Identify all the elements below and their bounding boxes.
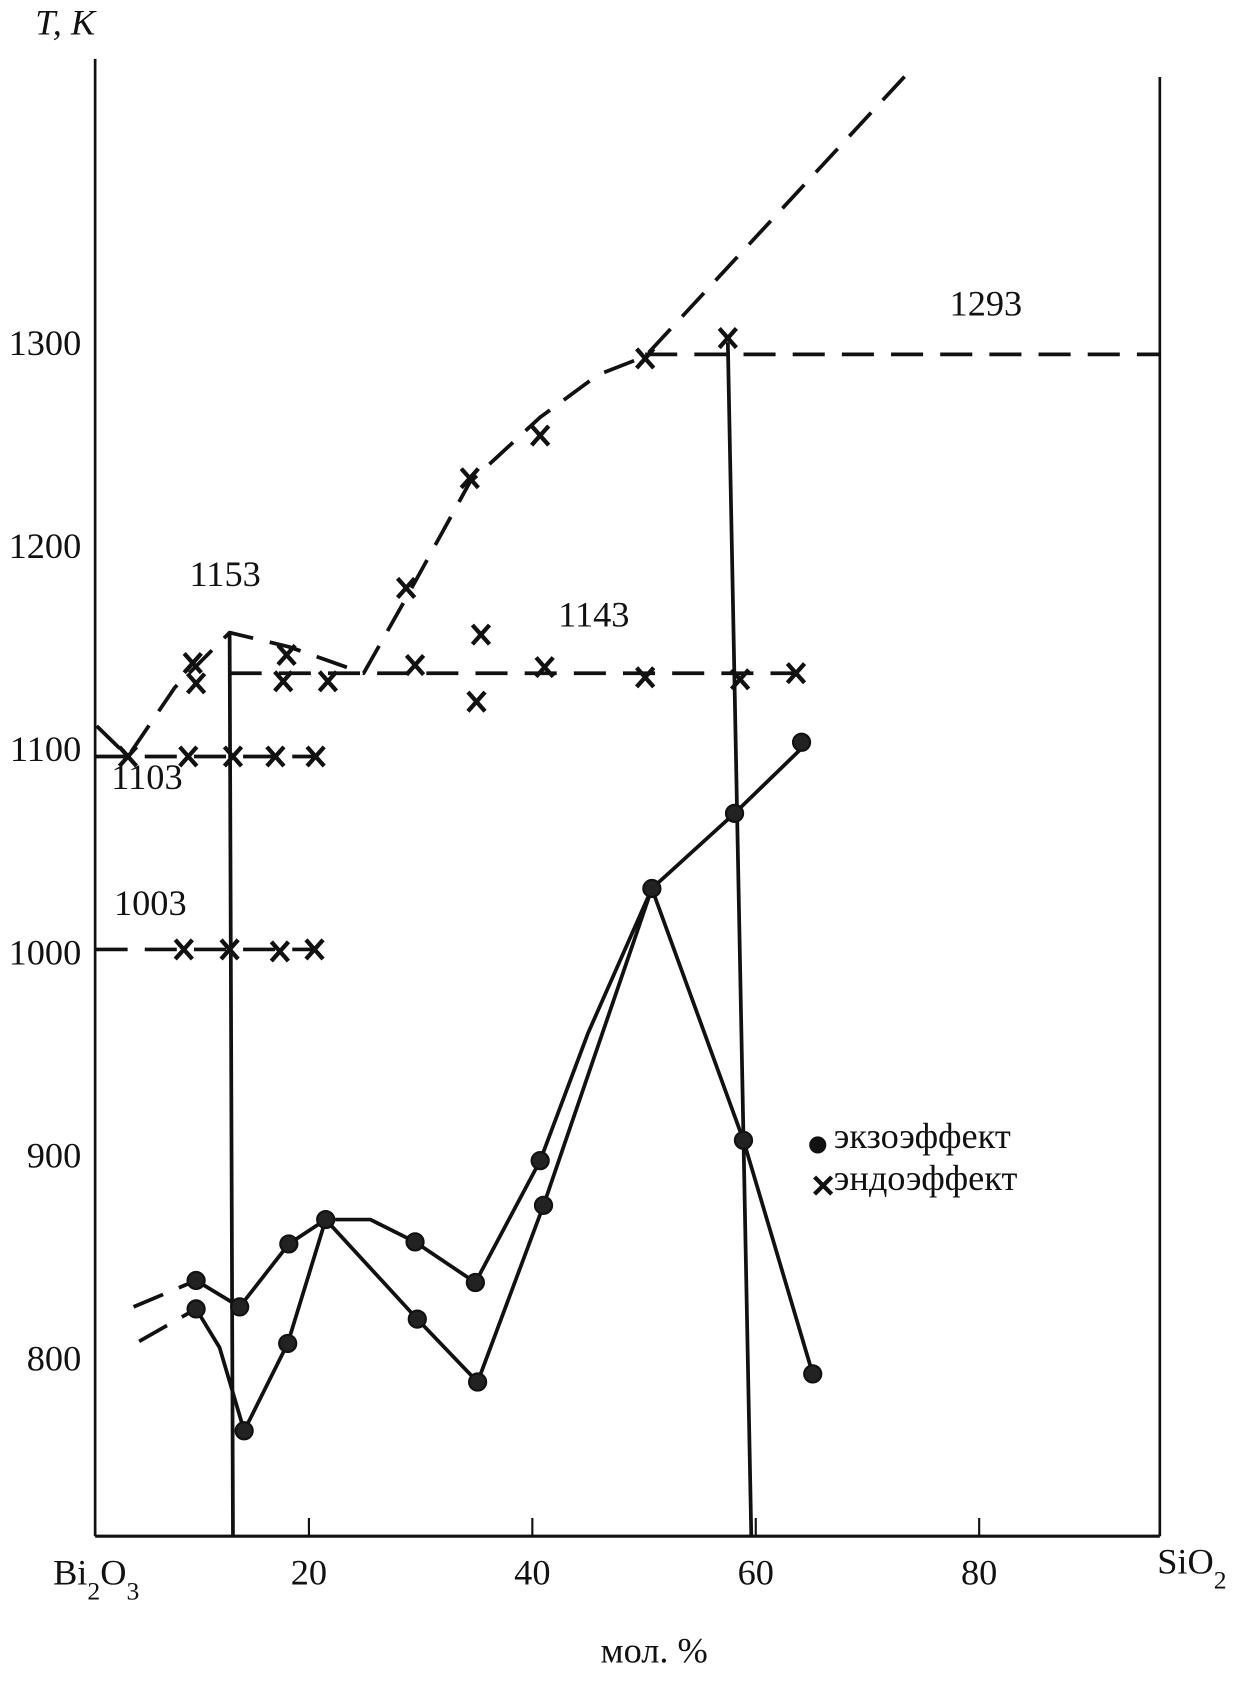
endo-point	[459, 467, 480, 490]
endo-point	[635, 666, 656, 689]
annotation-label: 1003	[114, 883, 187, 923]
endo-point	[117, 745, 139, 768]
endo-point	[534, 656, 555, 679]
y-tick-label: 1000	[9, 932, 82, 972]
y-tick-label: 1100	[10, 729, 81, 769]
x-tick-label: 20	[291, 1552, 327, 1592]
y-tick-label: 900	[27, 1135, 81, 1175]
x-axis-label: мол. %	[601, 1630, 708, 1670]
endo-point	[395, 576, 417, 599]
exo-point	[234, 1421, 254, 1441]
y-tick-label: 1200	[9, 526, 82, 566]
exo-point	[724, 803, 745, 823]
endo-point	[404, 654, 426, 677]
exo-point	[278, 1333, 298, 1354]
exo-point	[733, 1130, 754, 1150]
exo-point	[467, 1372, 488, 1392]
endo-point	[178, 745, 199, 768]
axes-frame	[93, 58, 1162, 1538]
dashed-line-7	[132, 1278, 197, 1309]
exo-point	[405, 1232, 425, 1252]
exo-point	[465, 1272, 485, 1293]
endo-point	[269, 940, 291, 963]
solid-line-8	[195, 747, 803, 1309]
annotation-label: 1153	[189, 554, 260, 594]
exo-point	[316, 1209, 336, 1230]
solid-line-6	[725, 342, 754, 1537]
y-tick-label: 1300	[9, 323, 82, 363]
endo-point	[466, 690, 487, 713]
dashed-line-9	[138, 1307, 198, 1344]
exo-point	[407, 1309, 427, 1329]
endo-point	[635, 347, 656, 370]
endo-point	[265, 745, 286, 768]
annotation-label: 1143	[558, 595, 629, 635]
endo-point	[785, 662, 807, 685]
endo-point	[470, 623, 492, 646]
legend-exo-marker	[809, 1136, 827, 1154]
annotation-label: 1293	[950, 284, 1023, 324]
endo-point	[729, 668, 751, 691]
endo-point	[173, 938, 194, 961]
solid-line-5	[227, 632, 235, 1537]
endo-point	[717, 327, 738, 350]
exo-point	[186, 1299, 206, 1319]
endo-point	[273, 670, 294, 693]
legend-endo-label: эндоэффект	[834, 1158, 1018, 1198]
exo-point	[230, 1297, 250, 1317]
exo-point	[530, 1151, 550, 1171]
legend: экзоэффект эндоэффект	[809, 1116, 1017, 1198]
endo-point	[185, 672, 207, 695]
x-tick-label: 40	[514, 1552, 550, 1592]
y-axis-label: T, K	[35, 2, 97, 42]
endo-point	[276, 643, 297, 666]
endo-point	[304, 938, 325, 961]
x-tick-label: 80	[961, 1552, 997, 1592]
y-tick-label: 800	[27, 1338, 81, 1378]
endo-point	[182, 652, 203, 675]
exo-point	[279, 1234, 299, 1254]
endo-point	[317, 670, 339, 693]
endo-point	[219, 938, 240, 961]
exo-point	[186, 1270, 206, 1291]
endo-point	[222, 745, 244, 768]
endo-point	[305, 745, 326, 768]
exo-point	[642, 878, 662, 899]
endo-point	[530, 424, 551, 447]
legend-exo-label: экзоэффект	[834, 1116, 1011, 1156]
x-tick-label: 60	[738, 1552, 774, 1592]
exo-point	[533, 1195, 554, 1215]
x-left-label: Bi2O3	[53, 1552, 139, 1605]
legend-endo-marker	[813, 1175, 834, 1196]
exo-point	[791, 732, 812, 752]
dashed-line-0	[95, 70, 911, 759]
exo-point	[803, 1364, 823, 1384]
x-right-label: SiO2	[1157, 1542, 1226, 1595]
annotation-label: 1103	[111, 757, 182, 797]
